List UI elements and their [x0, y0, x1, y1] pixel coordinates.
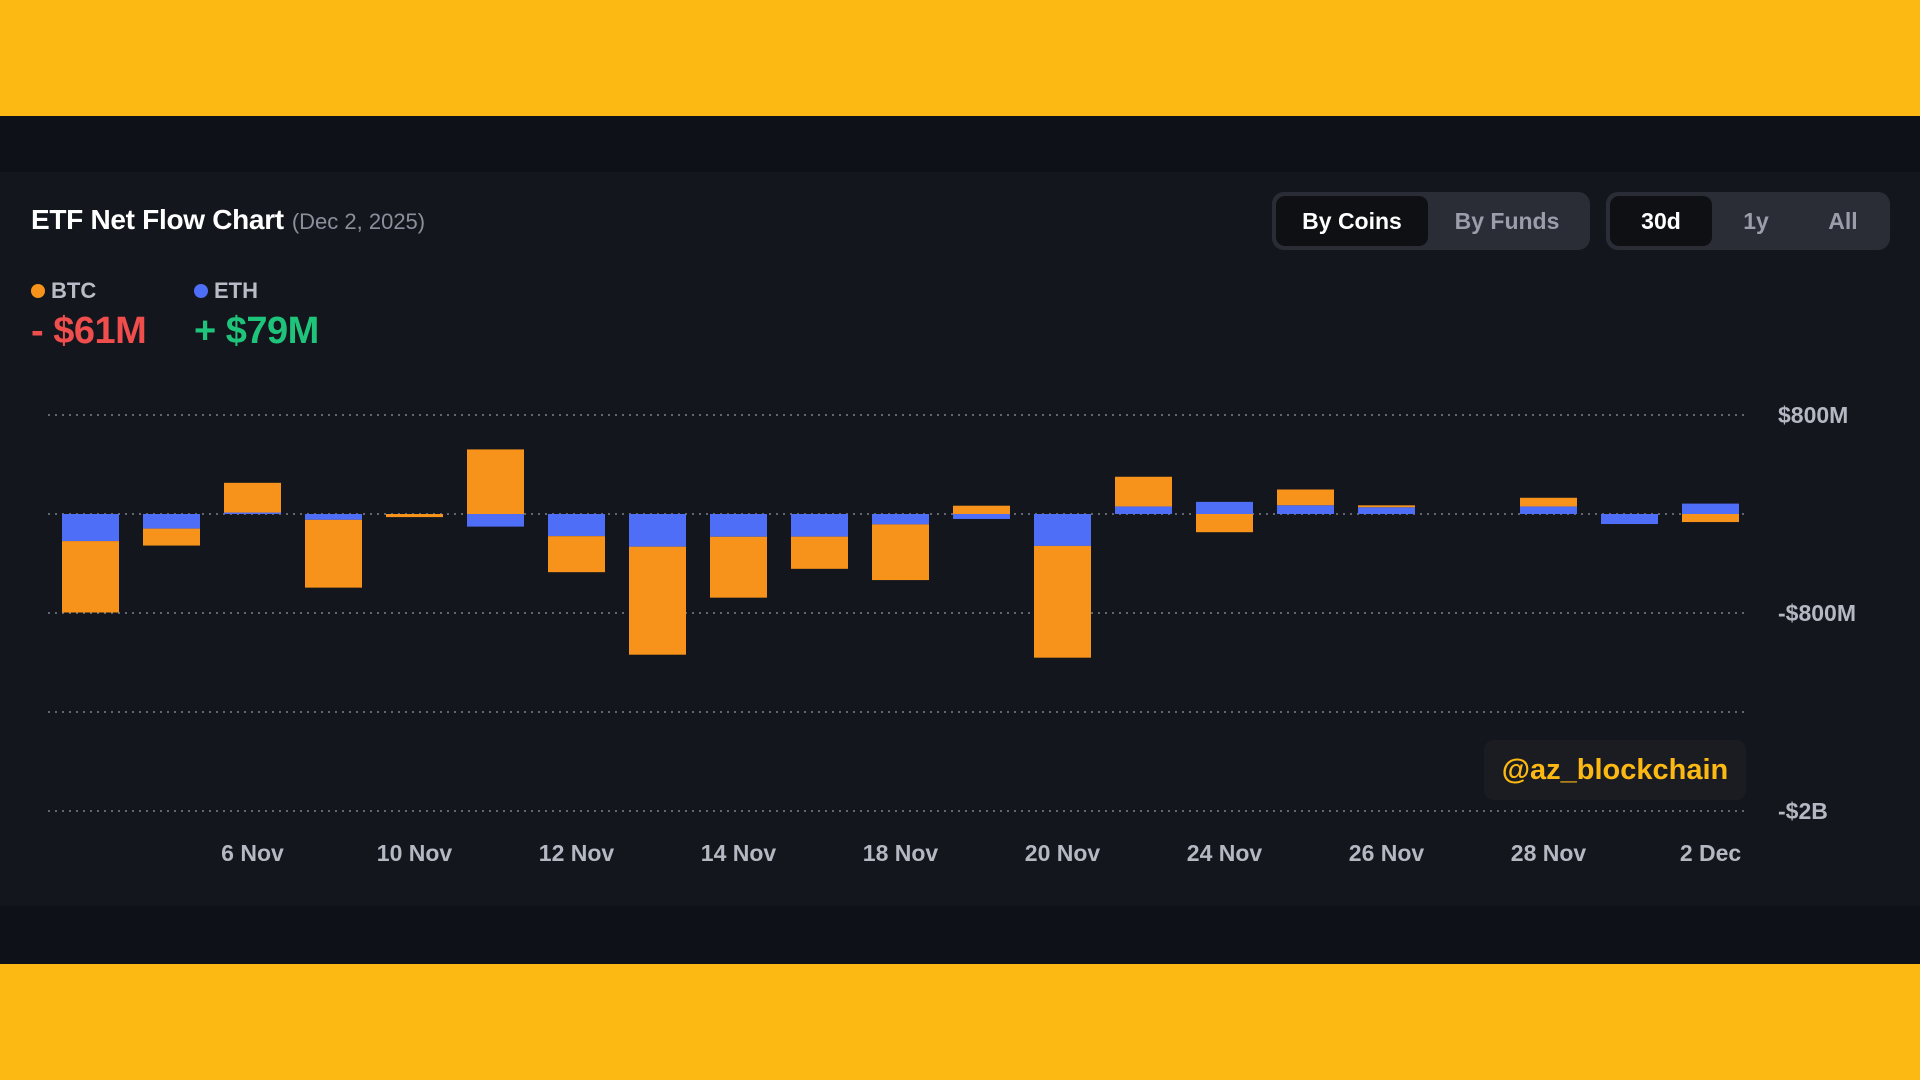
eth-bar: [872, 514, 929, 525]
by-coins-button[interactable]: By Coins: [1276, 196, 1428, 246]
btc-dot-icon: [31, 284, 45, 298]
eth-bar: [791, 514, 848, 537]
legend-btc[interactable]: BTC: [31, 278, 96, 304]
eth-bar: [305, 514, 362, 520]
eth-dot-icon: [194, 284, 208, 298]
btc-bar: [1682, 514, 1739, 523]
range-toggle: 30d 1y All: [1606, 192, 1890, 250]
eth-bar: [1277, 505, 1334, 514]
btc-bar: [1277, 489, 1334, 506]
by-funds-button[interactable]: By Funds: [1454, 207, 1560, 234]
btc-bar: [143, 528, 200, 546]
btc-bar: [953, 505, 1010, 514]
btc-bar: [1115, 476, 1172, 507]
btc-bar: [305, 519, 362, 588]
legend-eth[interactable]: ETH: [194, 278, 258, 304]
x-tick-label: 28 Nov: [1511, 840, 1587, 866]
eth-bar: [1115, 506, 1172, 514]
x-tick-label: 20 Nov: [1025, 840, 1101, 866]
btc-bar: [1196, 514, 1253, 533]
eth-bar: [1196, 501, 1253, 514]
eth-bar: [1682, 503, 1739, 514]
chart-title: ETF Net Flow Chart: [31, 204, 284, 235]
x-tick-label: 2 Dec: [1680, 840, 1742, 866]
btc-bar: [224, 482, 281, 513]
eth-bar: [143, 514, 200, 529]
legend-eth-label: ETH: [214, 278, 258, 303]
eth-bar: [467, 514, 524, 527]
btc-bar: [467, 449, 524, 514]
btc-bar: [1358, 505, 1415, 508]
chart-header: ETF Net Flow Chart (Dec 2, 2025): [31, 204, 425, 236]
y-tick-label: -$800M: [1778, 600, 1856, 626]
eth-bar: [953, 514, 1010, 519]
range-30d-button[interactable]: 30d: [1610, 196, 1712, 246]
eth-net-flow-value: + $79M: [194, 310, 319, 352]
btc-bar: [629, 546, 686, 655]
eth-bar: [548, 514, 605, 537]
eth-bar: [224, 512, 281, 515]
btc-bar: [872, 524, 929, 581]
x-tick-label: 10 Nov: [377, 840, 453, 866]
eth-bar: [710, 514, 767, 537]
eth-bar: [1034, 514, 1091, 546]
x-tick-label: 18 Nov: [863, 840, 939, 866]
btc-bar: [791, 536, 848, 569]
x-tick-label: 6 Nov: [221, 840, 284, 866]
legend-btc-label: BTC: [51, 278, 97, 303]
btc-bar: [1520, 497, 1577, 507]
btc-bar: [548, 536, 605, 573]
watermark-handle: @az_blockchain: [1484, 740, 1746, 800]
view-toggle: By Coins By Funds: [1272, 192, 1590, 250]
x-tick-label: 26 Nov: [1349, 840, 1425, 866]
range-all-button[interactable]: All: [1828, 207, 1858, 234]
btc-bar: [1034, 545, 1091, 658]
eth-bar: [1358, 507, 1415, 514]
chart-date: (Dec 2, 2025): [291, 209, 426, 234]
y-tick-label: $800M: [1778, 402, 1848, 428]
eth-bar: [629, 514, 686, 547]
btc-bar: [710, 536, 767, 598]
eth-bar: [62, 514, 119, 542]
x-tick-label: 24 Nov: [1187, 840, 1263, 866]
btc-bar: [62, 541, 119, 613]
x-tick-label: 14 Nov: [701, 840, 777, 866]
btc-bar: [386, 514, 443, 518]
y-tick-label: -$2B: [1778, 798, 1828, 824]
eth-bar: [1601, 514, 1658, 525]
range-1y-button[interactable]: 1y: [1743, 207, 1769, 234]
x-tick-label: 12 Nov: [539, 840, 615, 866]
btc-net-flow-value: - $61M: [31, 310, 147, 352]
eth-bar: [1520, 506, 1577, 514]
